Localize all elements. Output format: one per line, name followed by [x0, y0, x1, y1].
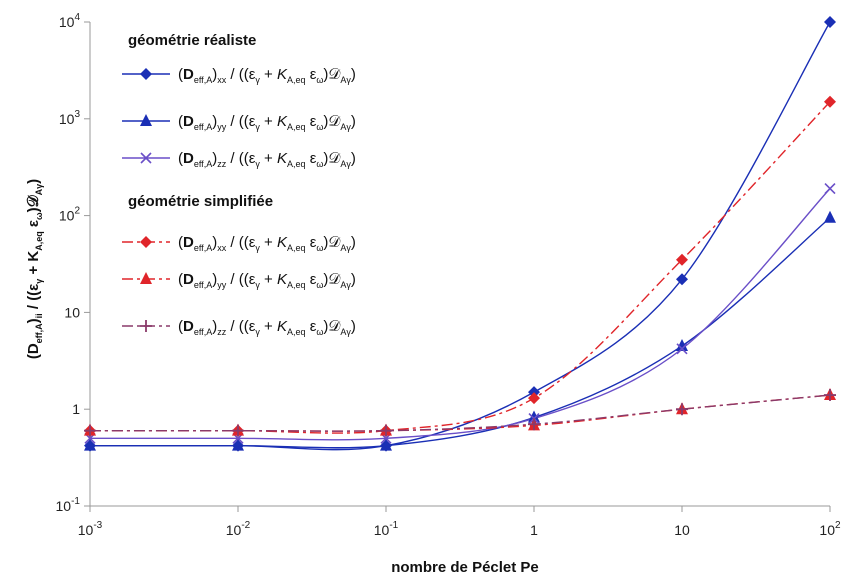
x-tick-label: 10-1: [374, 520, 399, 538]
data-point: [380, 424, 392, 437]
series-line-6: [89, 394, 831, 432]
data-point: [528, 418, 540, 431]
x-tick-label: 1: [530, 522, 538, 538]
legend-swatch-marker: [140, 152, 152, 164]
legend-label: (Deff,A)yy / ((εγ + KA,eq εω)𝒟Aγ): [178, 113, 356, 132]
legend-swatch-marker: [140, 236, 152, 248]
data-point: [232, 424, 244, 437]
data-point: [824, 95, 836, 108]
y-tick-label: 1: [72, 401, 80, 417]
legend: géométrie réaliste géométrie simplifiée (D…: [122, 32, 356, 337]
legend-label: (Deff,A)zz / ((εγ + KA,eq εω)𝒟Aγ): [178, 150, 356, 169]
axes: 10-3 10-2 10-1 1 10 102 10-1 1 10 102 103 104 nombre…: [25, 12, 841, 576]
y-tick-label: 102: [59, 206, 81, 224]
data-point: [824, 389, 836, 402]
data-point: [824, 183, 836, 195]
data-point: [676, 273, 688, 286]
legend-swatch-marker: [140, 272, 152, 284]
legend-group-title: géométrie réaliste: [128, 32, 256, 49]
data-point: [84, 438, 96, 451]
x-axis-label: nombre de Péclet Pe: [391, 559, 539, 576]
data-point: [676, 343, 688, 355]
data-point: [676, 403, 688, 416]
legend-swatch-marker: [140, 320, 152, 332]
y-tick-label: 10-1: [56, 496, 81, 514]
series-markers: [84, 16, 836, 452]
data-point: [528, 386, 540, 399]
legend-label: (Deff,A)xx / ((εγ + KA,eq εω)𝒟Aγ): [178, 234, 356, 253]
series-lines: [89, 21, 831, 451]
y-tick-label: 103: [59, 109, 81, 127]
data-point: [824, 16, 836, 28]
data-point: [676, 253, 688, 266]
data-point: [528, 392, 540, 405]
series-line-3: [90, 188, 831, 441]
series-line-4: [89, 101, 831, 434]
legend-swatch-marker: [140, 68, 152, 80]
legend-label: (Deff,A)zz / ((εγ + KA,eq εω)𝒟Aγ): [178, 318, 356, 337]
data-point: [380, 438, 392, 451]
data-point: [528, 410, 540, 423]
data-point: [824, 210, 836, 223]
x-tick-label: 10-2: [226, 520, 251, 538]
legend-label: (Deff,A)yy / ((εγ + KA,eq εω)𝒟Aγ): [178, 271, 356, 290]
y-tick-label: 10: [64, 304, 80, 320]
x-tick-label: 102: [819, 520, 841, 538]
y-tick-label: 104: [59, 12, 81, 30]
series-line-1: [90, 21, 831, 451]
data-point: [232, 438, 244, 451]
legend-group-title: géométrie simplifiée: [128, 193, 273, 210]
y-axis-label: (Deff,A)ii / ((εγ + KA,eq εω)𝒟Aγ): [25, 179, 44, 359]
series-line-2: [90, 217, 831, 449]
data-point: [84, 424, 96, 437]
data-point: [676, 338, 688, 351]
legend-label: (Deff,A)xx / ((εγ + KA,eq εω)𝒟Aγ): [178, 66, 356, 85]
x-tick-label: 10: [674, 522, 690, 538]
legend-swatch-marker: [140, 114, 152, 126]
x-tick-label: 10-3: [78, 520, 103, 538]
